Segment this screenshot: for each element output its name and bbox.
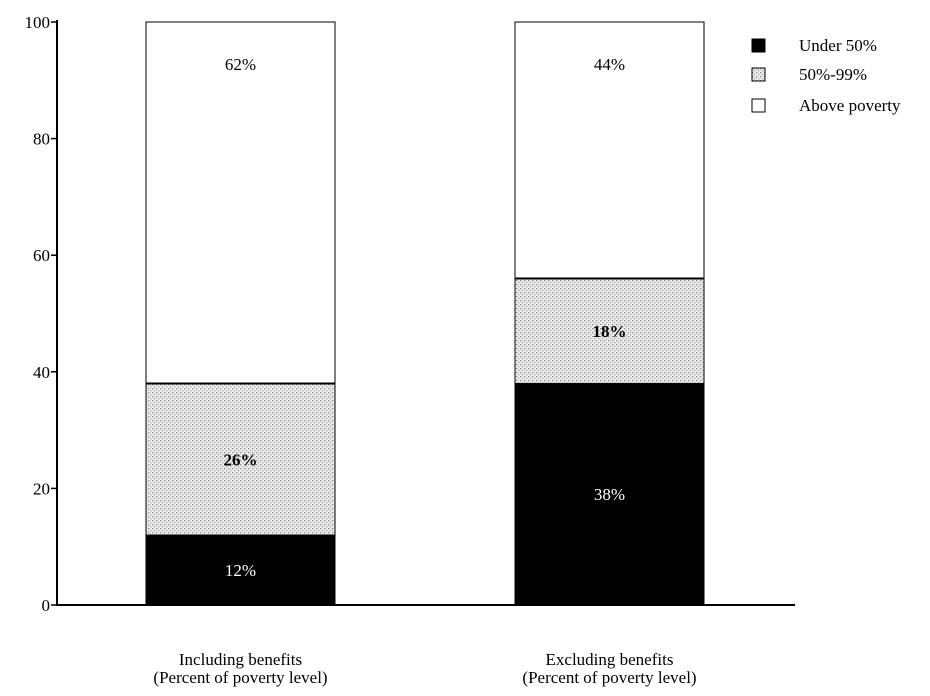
y-tick-label: 100 — [25, 13, 51, 32]
legend-swatch — [751, 67, 766, 82]
bar-segment — [145, 21, 336, 384]
category-label: (Percent of poverty level) — [153, 668, 327, 687]
y-tick-label: 0 — [42, 596, 51, 615]
y-tick-label: 40 — [33, 363, 50, 382]
bars-group: 12% 26% 62% 38% 18% 44% — [145, 21, 705, 606]
y-tick-label: 80 — [33, 130, 50, 149]
legend-label: 50%-99% — [799, 65, 867, 84]
axes-group: Including benefits(Percent of poverty le… — [25, 13, 795, 687]
data-label: 12% — [225, 561, 256, 580]
y-tick-label: 60 — [33, 246, 50, 265]
legend-label: Under 50% — [799, 36, 877, 55]
category-label: (Percent of poverty level) — [522, 668, 696, 687]
bar-segment — [145, 534, 336, 606]
data-label: 44% — [594, 55, 625, 74]
bar-segment — [145, 382, 336, 536]
legend-swatch — [751, 38, 766, 53]
legend-swatch — [751, 98, 766, 113]
data-label: 38% — [594, 485, 625, 504]
bar-segment — [514, 278, 705, 384]
bar-segment — [514, 21, 705, 280]
data-label: 62% — [225, 55, 256, 74]
legend-label: Above poverty — [799, 96, 901, 115]
y-tick-label: 20 — [33, 479, 50, 498]
category-label: Excluding benefits — [546, 650, 674, 669]
category-label: Including benefits — [179, 650, 302, 669]
legend: Under 50% 50%-99% Above poverty — [751, 36, 901, 115]
data-label: 18% — [593, 322, 627, 341]
data-label: 26% — [224, 450, 258, 469]
